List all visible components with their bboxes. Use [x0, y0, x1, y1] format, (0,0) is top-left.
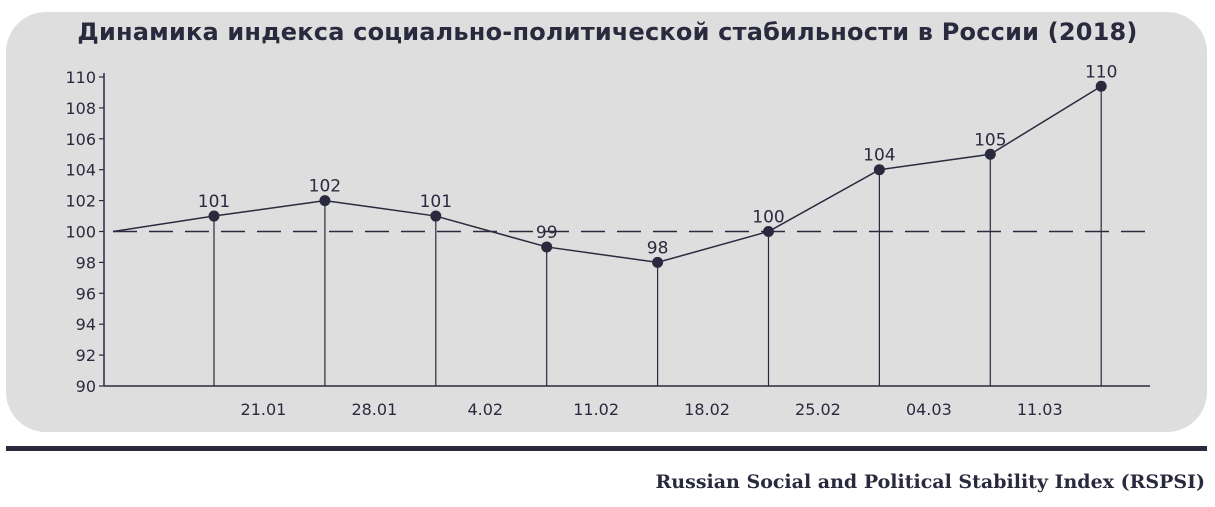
y-tick-label: 92: [76, 346, 96, 365]
y-tick-label: 104: [65, 161, 96, 180]
data-label: 99: [536, 223, 558, 243]
data-label: 100: [752, 208, 784, 228]
y-tick-label: 108: [65, 99, 96, 118]
y-tick-label: 94: [76, 315, 96, 334]
y-tick-label: 98: [76, 253, 96, 272]
data-label: 105: [974, 130, 1006, 150]
x-tick-label: 18.02: [684, 400, 730, 419]
data-point: [763, 226, 774, 237]
y-tick-label: 96: [76, 284, 96, 303]
x-tick-label: 4.02: [467, 400, 503, 419]
line-chart: 90 92 94 96 98 100 102 104 106 108 110 101 102 101 99 9…: [65, 62, 1150, 419]
y-tick-label: 102: [65, 192, 96, 211]
chart-title: Динамика индекса социально-политической …: [77, 18, 1138, 46]
data-point: [430, 210, 442, 222]
data-label: 102: [309, 177, 341, 197]
divider-rule: [6, 446, 1207, 451]
data-label: 101: [198, 192, 230, 212]
y-tick-label: 110: [65, 68, 96, 87]
y-tick-label: 106: [65, 130, 96, 149]
data-label: 104: [863, 146, 895, 166]
x-tick-label: 04.03: [906, 400, 952, 419]
y-tick-label: 100: [65, 223, 96, 242]
chart-panel: [6, 12, 1207, 432]
data-label: 101: [420, 192, 452, 212]
data-point: [652, 256, 664, 268]
x-tick-label: 11.03: [1017, 400, 1063, 419]
data-point: [1095, 80, 1107, 92]
x-tick-label: 25.02: [795, 400, 841, 419]
data-point: [208, 210, 220, 222]
source-caption: Russian Social and Political Stability I…: [655, 471, 1205, 493]
data-label: 110: [1085, 62, 1117, 82]
data-point: [873, 164, 885, 176]
data-point: [319, 195, 331, 207]
y-tick-label: 90: [76, 377, 96, 396]
series-line: [112, 85, 1102, 264]
x-tick-label: 21.01: [241, 400, 287, 419]
x-tick-label: 28.01: [351, 400, 397, 419]
x-tick-label: 11.02: [573, 400, 619, 419]
data-point: [984, 148, 996, 160]
data-label: 98: [647, 238, 669, 258]
data-point: [541, 241, 553, 253]
